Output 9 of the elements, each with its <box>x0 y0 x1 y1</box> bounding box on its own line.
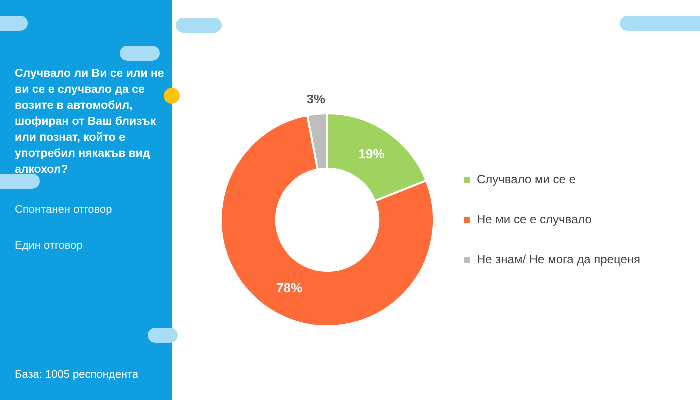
legend-label: Не ми се е случвало <box>477 212 592 226</box>
text: Случвало ли Ви се или не ви се е случвало да се возите в автомобил, шофиран от Ваш близък или познат, който е употребил някакъв вид алкохол? <box>15 67 166 178</box>
legend-label: Не знам/ Не мога да преценя <box>477 252 641 266</box>
data-label: 19% <box>358 146 386 162</box>
text: Един отговор <box>15 240 83 252</box>
legend-label: Случвало ми се е <box>477 172 576 186</box>
text: База: 1005 респондента <box>15 369 139 381</box>
text: Спонтанен отговор <box>15 204 112 216</box>
data-label: 78% <box>276 280 303 296</box>
